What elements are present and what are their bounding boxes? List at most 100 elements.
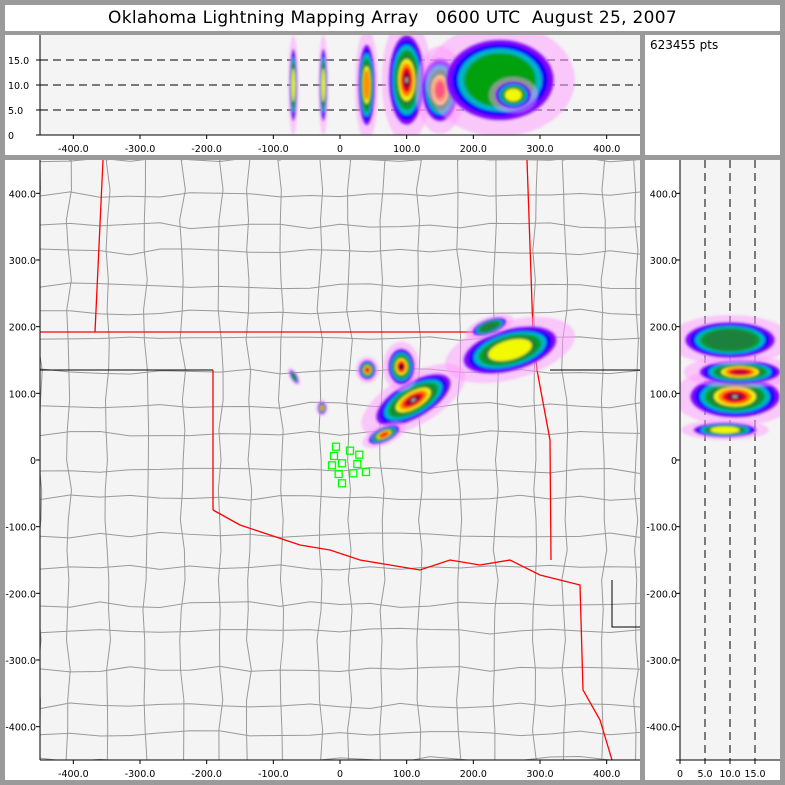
density-layer <box>410 398 416 402</box>
top-x-tick-label: 300.0 <box>526 144 553 155</box>
lma-station <box>361 467 371 477</box>
lma-station <box>327 461 337 470</box>
map-x-tick-label: -400.0 <box>58 769 89 780</box>
right-y-tick-label: 400.0 <box>650 189 677 200</box>
right-x-tick-label: 0 <box>677 769 683 780</box>
county-border <box>217 160 224 760</box>
right-x-tick-label: 10.0 <box>719 769 740 780</box>
county-border <box>40 282 640 290</box>
top-x-tick-label: -200.0 <box>191 144 222 155</box>
county-border <box>40 494 640 501</box>
map-x-tick-label: -200.0 <box>191 769 222 780</box>
chart-title: Oklahoma Lightning Mapping Array 0600 UT… <box>5 5 780 31</box>
map-density-cell <box>287 367 301 386</box>
county-border <box>245 160 253 760</box>
top-density-cell <box>288 35 299 135</box>
right-y-tick-label: 0 <box>671 456 677 467</box>
state-border <box>611 580 640 628</box>
map-y-tick-label: 400.0 <box>9 189 36 200</box>
map-density-cell <box>465 313 514 340</box>
state-border-red <box>212 509 613 760</box>
county-border <box>40 430 640 437</box>
lma-station <box>353 459 362 469</box>
county-border <box>40 665 640 673</box>
lma-station <box>334 469 343 479</box>
density-layer <box>405 77 408 83</box>
density-layer <box>704 329 756 351</box>
map-x-tick-label: 400.0 <box>593 769 620 780</box>
map-density-cell <box>316 399 328 417</box>
density-layer <box>731 369 749 375</box>
county-border <box>40 191 640 198</box>
top-density-cell <box>318 35 329 135</box>
top-y-tick-label: 0 <box>8 131 14 142</box>
county-border <box>40 627 640 635</box>
county-border <box>532 160 538 760</box>
county-border <box>346 160 353 760</box>
map-y-tick-label: -400.0 <box>5 723 36 734</box>
right-density-cell <box>680 315 780 365</box>
top-x-tick-label: 200.0 <box>460 144 487 155</box>
county-border <box>40 601 640 608</box>
map-density-cell <box>383 341 420 392</box>
density-layer <box>320 405 324 411</box>
top-x-tick-label: -100.0 <box>258 144 289 155</box>
county-border <box>316 160 324 760</box>
map-y-tick-label: 200.0 <box>9 323 36 334</box>
map-x-tick-label: 200.0 <box>460 769 487 780</box>
point-count-box: 623455 pts <box>645 35 780 155</box>
axes: 0 5.0 10.0 15.0 -400.0 -300.0 -200.0 -100.0 0 100… <box>5 35 780 780</box>
top-x-tick-label: 100.0 <box>393 144 420 155</box>
map-y-tick-label: -200.0 <box>5 589 36 600</box>
plan-view-map <box>40 160 640 760</box>
county-border <box>40 730 640 737</box>
top-density-cell <box>488 76 539 114</box>
right-y-tick-label: -100.0 <box>646 523 677 534</box>
map-x-tick-label: -100.0 <box>258 769 289 780</box>
county-border <box>633 160 639 760</box>
lma-station <box>355 450 364 459</box>
altitude-ew-panel <box>40 35 640 135</box>
county-border <box>492 160 499 760</box>
lma-station <box>337 459 347 468</box>
right-y-tick-label: -400.0 <box>646 723 677 734</box>
right-x-tick-label: 15.0 <box>744 769 765 780</box>
county-border <box>415 160 423 760</box>
density-layer <box>365 367 370 373</box>
top-x-tick-label: 0 <box>337 144 343 155</box>
top-x-tick-label: -300.0 <box>125 144 156 155</box>
right-y-tick-label: 100.0 <box>650 389 677 400</box>
altitude-ns-panel <box>680 160 780 760</box>
density-layer <box>732 395 738 399</box>
right-density-cell <box>683 355 780 389</box>
map-x-tick-label: 100.0 <box>393 769 420 780</box>
county-border <box>40 564 640 571</box>
density-layer <box>488 338 532 362</box>
state-border-red <box>94 160 104 333</box>
right-x-tick-label: 5.0 <box>697 769 712 780</box>
county-border <box>600 160 608 760</box>
top-density-cell <box>355 35 379 135</box>
top-x-tick-label: 400.0 <box>593 144 620 155</box>
map-y-tick-label: 100.0 <box>9 389 36 400</box>
density-layer <box>710 426 740 434</box>
right-y-tick-label: -300.0 <box>646 656 677 667</box>
county-border <box>561 160 569 760</box>
top-y-tick-label: 10.0 <box>8 81 29 92</box>
county-border <box>142 160 150 760</box>
right-y-tick-label: -200.0 <box>646 589 677 600</box>
density-layer <box>399 364 404 370</box>
density-layer <box>291 372 297 381</box>
lma-station <box>331 442 341 451</box>
lma-station <box>345 446 355 455</box>
right-y-tick-label: 200.0 <box>650 323 677 334</box>
county-border <box>179 160 187 760</box>
right-y-tick-label: 300.0 <box>650 256 677 267</box>
map-x-tick-label: 300.0 <box>526 769 553 780</box>
density-layer <box>479 321 500 332</box>
county-border <box>40 308 640 316</box>
top-x-tick-label: -400.0 <box>58 144 89 155</box>
top-y-tick-label: 5.0 <box>8 106 23 117</box>
county-border <box>104 160 111 760</box>
